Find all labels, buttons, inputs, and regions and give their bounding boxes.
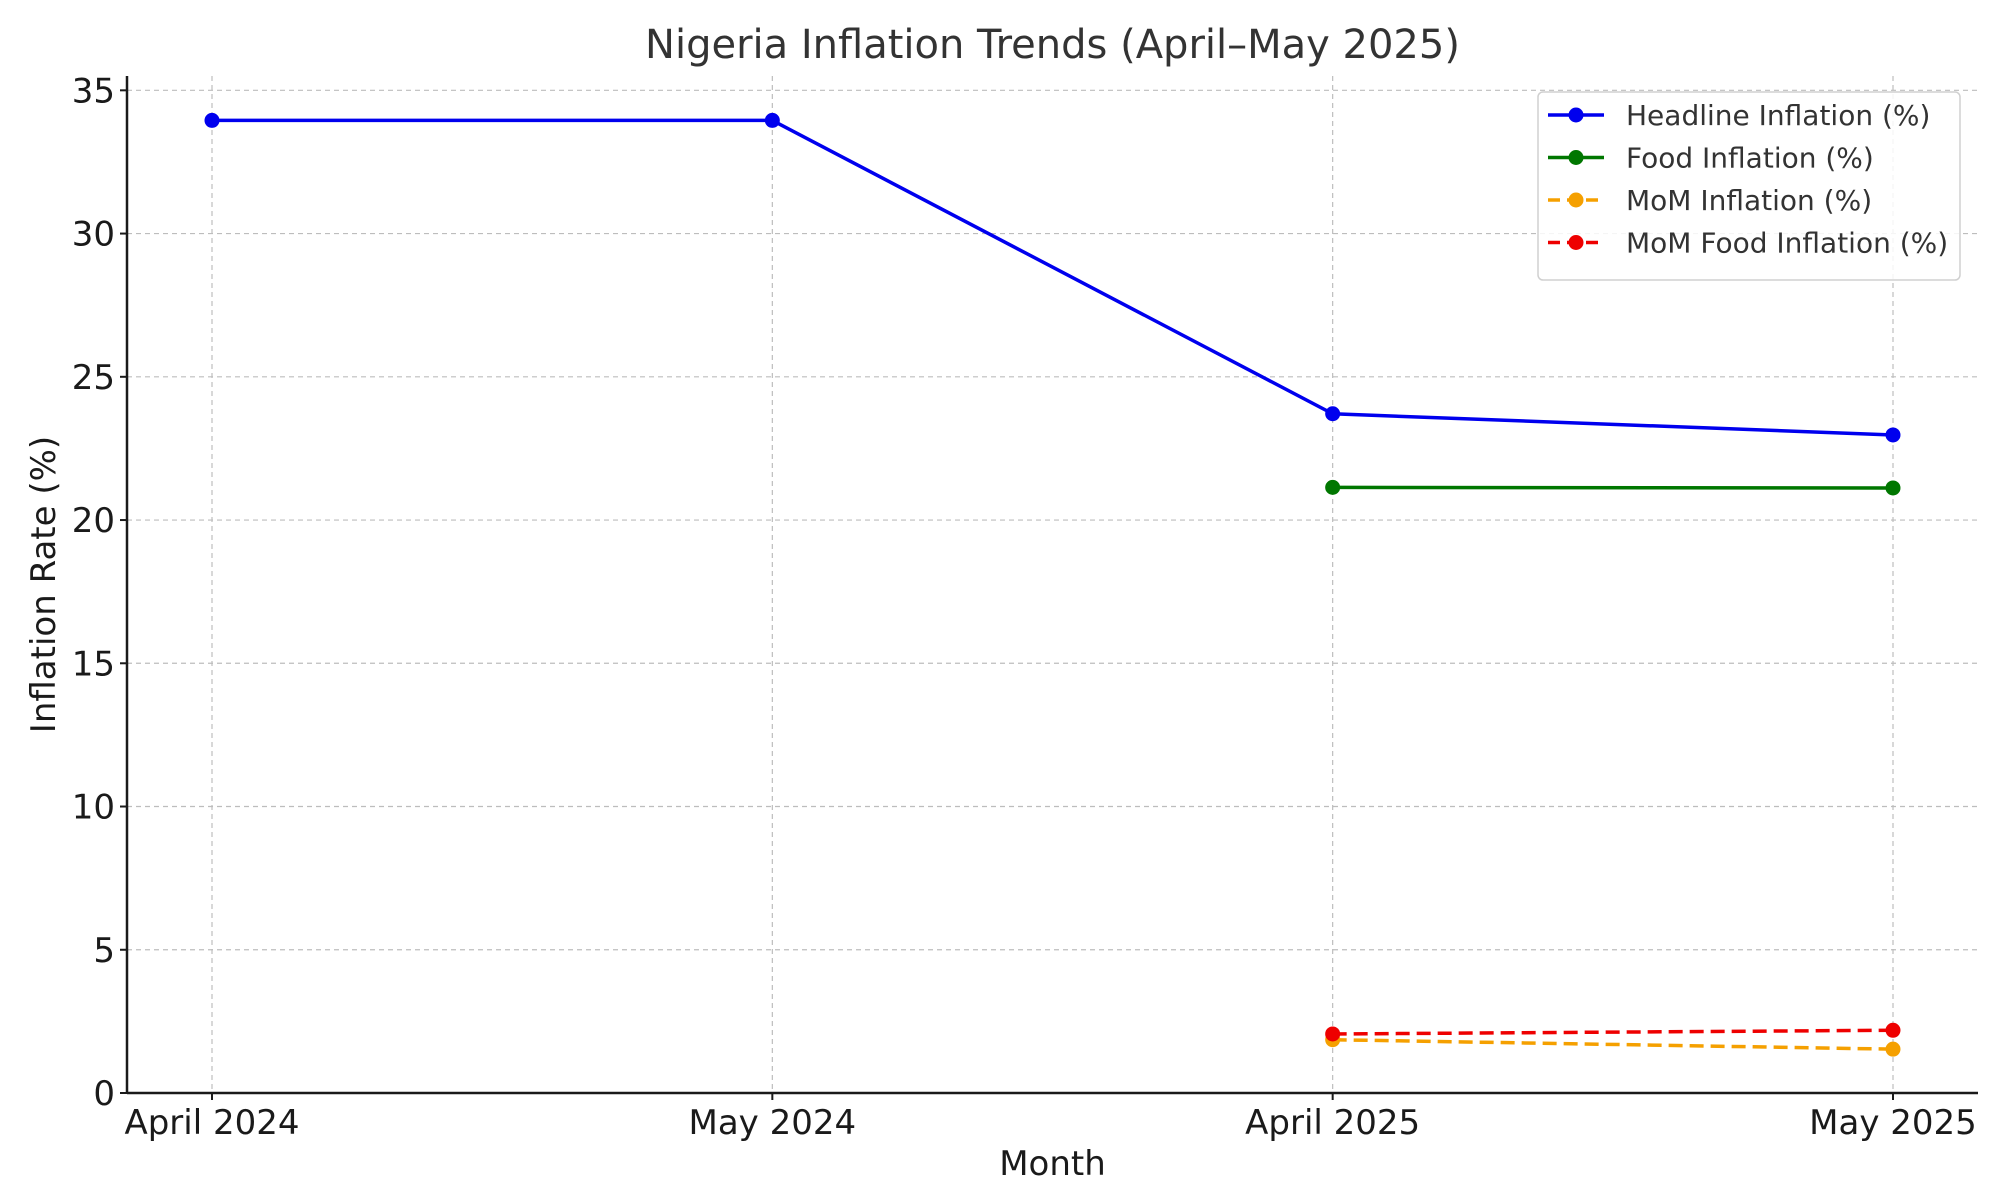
- data-point: [1885, 427, 1901, 443]
- axes-layer: [125, 76, 1978, 1095]
- y-tick-label: 0: [93, 1074, 115, 1114]
- y-tick-label: 20: [72, 501, 115, 541]
- legend-swatch-marker: [1568, 235, 1584, 250]
- legend-item: Headline Inflation (%): [1548, 99, 1930, 132]
- data-point: [1885, 1022, 1901, 1038]
- legend-swatch-marker: [1568, 192, 1584, 208]
- y-tick-label: 10: [72, 788, 115, 828]
- series-4: [1325, 1022, 1901, 1042]
- x-axis-title: Month: [999, 1144, 1106, 1184]
- data-point: [1325, 479, 1341, 495]
- data-point: [1325, 406, 1341, 422]
- legend-label: MoM Food Inflation (%): [1626, 227, 1948, 260]
- x-tick-label: April 2024: [124, 1103, 299, 1143]
- x-tick-label: May 2024: [689, 1103, 857, 1143]
- y-axis-title: Inflation Rate (%): [24, 436, 64, 733]
- data-point: [1325, 1026, 1341, 1042]
- chart-title: Nigeria Inflation Trends (April–May 2025…: [645, 22, 1460, 68]
- series-line: [212, 118, 1894, 437]
- x-tick-labels: April 2024 May 2024 April 2025 May 2025: [124, 1093, 1977, 1143]
- y-tick-label: 5: [93, 931, 115, 971]
- y-tick-label: 30: [72, 215, 115, 255]
- data-point: [764, 112, 780, 128]
- series-layer: [204, 112, 1901, 1057]
- data-point: [204, 112, 220, 128]
- y-tick-labels: 0 5 10 15 20 25 30 35: [72, 71, 127, 1114]
- series-1: [204, 112, 1901, 443]
- legend-item: MoM Inflation (%): [1548, 184, 1872, 217]
- legend-swatch-marker: [1568, 107, 1584, 123]
- series-2: [1325, 479, 1901, 496]
- legend-label: Headline Inflation (%): [1626, 99, 1930, 132]
- x-tick-label: April 2025: [1245, 1103, 1420, 1143]
- legend-swatch-marker: [1568, 150, 1584, 165]
- y-tick-label: 35: [72, 71, 115, 111]
- legend-frame: [1537, 91, 1961, 281]
- x-tick-label: May 2025: [1809, 1103, 1977, 1143]
- data-point: [1885, 480, 1901, 496]
- legend-label: MoM Inflation (%): [1626, 184, 1872, 217]
- legend-item: MoM Food Inflation (%): [1548, 227, 1948, 260]
- series-line: [1332, 1028, 1894, 1036]
- series-line: [1332, 1037, 1894, 1051]
- data-point: [1885, 1041, 1901, 1057]
- legend: Headline Inflation (%) Food Inflation (%)…: [1537, 91, 1961, 281]
- legend-label: Food Inflation (%): [1626, 142, 1874, 175]
- series-3: [1325, 1032, 1901, 1057]
- legend-item: Food Inflation (%): [1548, 142, 1874, 175]
- y-tick-label: 25: [72, 358, 115, 398]
- y-tick-label: 15: [72, 644, 115, 684]
- series-line: [1332, 485, 1894, 490]
- legend-items: Headline Inflation (%) Food Inflation (%)…: [1548, 99, 1948, 260]
